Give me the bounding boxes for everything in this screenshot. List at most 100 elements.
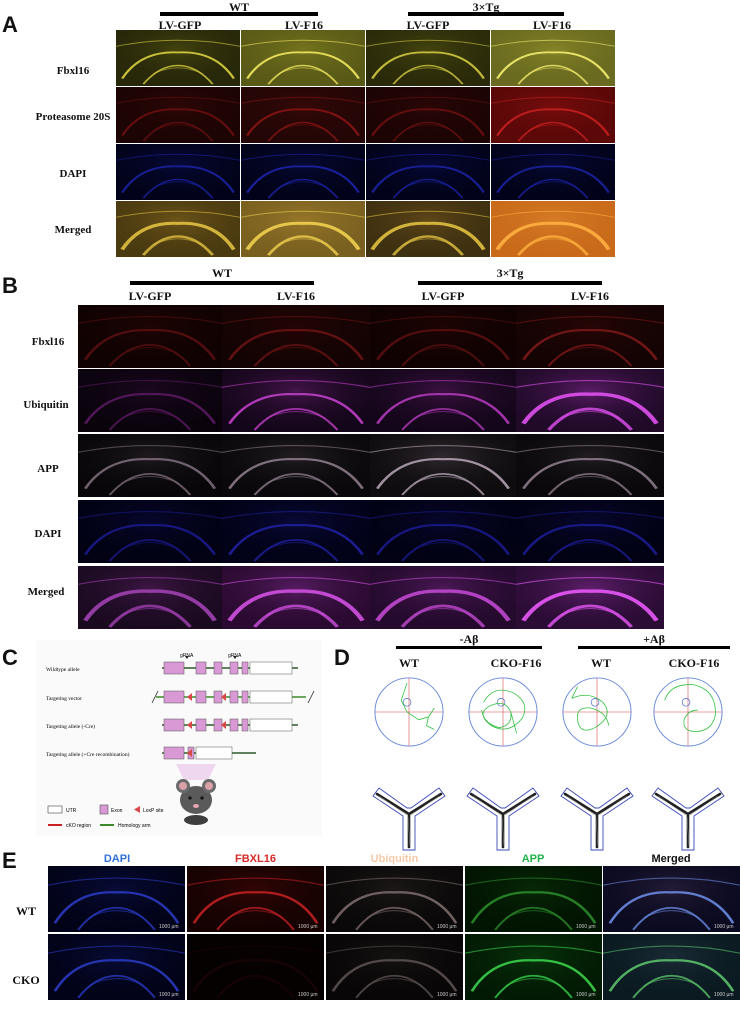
panel-a-row-fbxl16: Fbxl16 — [56, 65, 90, 77]
panel-d-col-4: CKO-F16 — [668, 656, 720, 670]
panel-c-diagram: Wildtype allele Targeting vector Targeti… — [36, 640, 322, 836]
panel-b-tile-merged-4 — [516, 566, 664, 629]
panel-e-scalebar-cko-ubiquitin: 1000 μm — [437, 992, 457, 998]
panel-a-group-wt: WT — [228, 0, 249, 14]
panel-d-minus-bar — [396, 646, 542, 649]
panel-a-tile-proteasome-4 — [491, 87, 615, 143]
panel-a-tile-dapi-3 — [366, 144, 490, 200]
panel-e-scalebar-cko-app: 1000 μm — [576, 992, 596, 998]
panel-a-tile-proteasome-3 — [366, 87, 490, 143]
panel-d-col-2: CKO-F16 — [490, 656, 542, 670]
panel-e-scalebar-wt-app: 1000 μm — [576, 924, 596, 930]
panel-a-tile-merged-4 — [491, 201, 615, 257]
panel-a-group-3xtg: 3×Tg — [472, 0, 500, 14]
panel-b-tile-merged-1 — [78, 566, 222, 629]
panel-e-tile-cko-merged — [603, 934, 740, 1000]
panel-c-label: C — [2, 645, 18, 670]
panel-a-tile-fbxl16-1 — [116, 30, 240, 86]
panel-d-label: D — [334, 645, 350, 670]
panel-a-tile-merged-1 — [116, 201, 240, 257]
panel-b-group-3xtg: 3×Tg — [496, 266, 524, 280]
panel-e-col-merged: Merged — [651, 853, 691, 865]
panel-a-row-dapi: DAPI — [59, 168, 87, 180]
panel-a-col-4: LV-F16 — [532, 18, 571, 32]
panel-a-wt-bar — [160, 12, 318, 16]
panel-b-col-3: LV-GFP — [421, 289, 465, 303]
panel-a-row-proteasome: Proteasome 20S — [35, 111, 111, 123]
water-maze-trial-4 — [652, 676, 724, 748]
panel-b-tile-dapi-3 — [370, 500, 516, 563]
panel-e-col-fbxl16: FBXL16 — [235, 853, 276, 865]
panel-b-tile-fbxl16-3 — [370, 305, 516, 368]
panel-a-tile-dapi-4 — [491, 144, 615, 200]
panel-b-tile-app-2 — [222, 434, 370, 497]
panel-d-plus-bar — [578, 646, 730, 649]
panel-a-col-1: LV-GFP — [158, 18, 202, 32]
panel-a-col-2: LV-F16 — [284, 18, 323, 32]
panel-d-col-1: WT — [398, 656, 419, 670]
panel-b-tile-fbxl16-2 — [222, 305, 370, 368]
y-maze-trial-4 — [650, 786, 726, 852]
panel-a-3xtg-bar — [408, 12, 564, 16]
panel-e-scalebar-wt-merged: 1000 μm — [714, 924, 734, 930]
panel-a-tile-fbxl16-3 — [366, 30, 490, 86]
panel-b-row-ubiquitin: Ubiquitin — [23, 399, 69, 411]
panel-b-row-app: APP — [37, 463, 59, 475]
panel-b-tile-ubiquitin-4 — [516, 369, 664, 432]
legend-loxp: LoxP site — [143, 808, 164, 814]
panel-b-tile-fbxl16-4 — [516, 305, 664, 368]
water-maze-trial-3 — [561, 676, 633, 748]
panel-e-tile-cko-ubiquitin — [326, 934, 463, 1000]
panel-b-row-dapi: DAPI — [34, 528, 62, 540]
panel-e-col-app: APP — [521, 853, 545, 865]
panel-e-scalebar-cko-dapi: 1000 μm — [159, 992, 179, 998]
panel-e-scalebar-wt-ubiquitin: 1000 μm — [437, 924, 457, 930]
panel-e-tile-cko-fbxl16 — [187, 934, 324, 1000]
panel-b-tile-merged-2 — [222, 566, 370, 629]
panel-a-tile-proteasome-2 — [241, 87, 365, 143]
panel-a-tile-proteasome-1 — [116, 87, 240, 143]
panel-a-tile-fbxl16-2 — [241, 30, 365, 86]
legend-homology: Homology arm — [118, 823, 151, 829]
panel-b-group-wt: WT — [211, 266, 232, 280]
panel-b-tile-dapi-2 — [222, 500, 370, 563]
panel-e-scalebar-cko-merged: 1000 μm — [714, 992, 734, 998]
panel-e-scalebar-wt-fbxl16: 1000 μm — [298, 924, 318, 930]
panel-a-row-merged: Merged — [54, 224, 92, 236]
panel-e-col-dapi: DAPI — [103, 853, 131, 865]
panel-e-tile-wt-app — [465, 866, 602, 932]
panel-b-tile-dapi-4 — [516, 500, 664, 563]
panel-d-group-plus: +Aβ — [643, 632, 665, 646]
panel-a-tile-fbxl16-4 — [491, 30, 615, 86]
panel-d-group-minus: -Aβ — [459, 632, 479, 646]
c-row-4-label: Targeting allele (+Cre recombination) — [46, 751, 130, 758]
panel-e-row-cko: CKO — [12, 973, 40, 987]
panel-b-tile-ubiquitin-2 — [222, 369, 370, 432]
panel-b-col-1: LV-GFP — [128, 289, 172, 303]
panel-b-wt-bar — [130, 281, 314, 285]
legend-utr: UTR — [66, 808, 77, 814]
panel-e-tile-cko-dapi — [48, 934, 185, 1000]
panel-e-tile-wt-dapi — [48, 866, 185, 932]
panel-e-tile-wt-merged — [603, 866, 740, 932]
panel-b-col-2: LV-F16 — [276, 289, 315, 303]
legend-cko: cKO region — [66, 823, 91, 829]
panel-b-tile-dapi-1 — [78, 500, 222, 563]
panel-a-tile-dapi-2 — [241, 144, 365, 200]
panel-b-tile-fbxl16-1 — [78, 305, 222, 368]
panel-e-row-wt: WT — [15, 904, 36, 918]
panel-e-scalebar-cko-fbxl16: 1000 μm — [298, 992, 318, 998]
panel-b-tile-ubiquitin-3 — [370, 369, 516, 432]
water-maze-trial-1 — [373, 676, 445, 748]
panel-d-col-3: WT — [590, 656, 611, 670]
panel-a-tile-merged-3 — [366, 201, 490, 257]
legend-exon: Exon — [111, 808, 123, 814]
panel-b-tile-ubiquitin-1 — [78, 369, 222, 432]
y-maze-trial-3 — [559, 786, 635, 852]
panel-e-tile-wt-fbxl16 — [187, 866, 324, 932]
panel-e-scalebar-wt-dapi: 1000 μm — [159, 924, 179, 930]
panel-a-label: A — [2, 12, 18, 37]
panel-e-col-ubiquitin: Ubiquitin — [370, 853, 419, 865]
panel-b-row-fbxl16: Fbxl16 — [31, 336, 65, 348]
panel-a-tile-dapi-1 — [116, 144, 240, 200]
